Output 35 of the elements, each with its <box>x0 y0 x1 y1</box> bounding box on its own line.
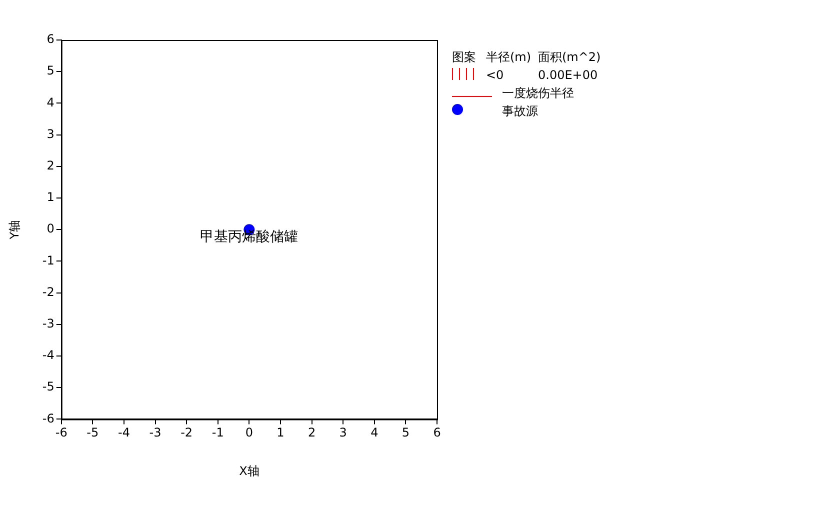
text: 0.00E+00 <box>538 68 599 82</box>
text: 面积(m^2) <box>538 48 602 66</box>
y-tick-label: -6 <box>42 411 54 426</box>
x-tick-label: 4 <box>370 426 378 440</box>
text: <0 <box>486 68 505 82</box>
x-tick-label: -1 <box>212 426 224 440</box>
x-tick-label: 5 <box>402 426 410 440</box>
text: 半径(m) <box>486 48 532 66</box>
y-tick-label: 0 <box>46 222 54 236</box>
x-tick-label: 1 <box>276 426 284 440</box>
y-tick-label: -4 <box>42 348 54 362</box>
y-tick-label: 6 <box>46 32 54 46</box>
y-tick-label: 1 <box>46 190 54 204</box>
y-axis-title: Y轴 <box>7 220 22 240</box>
y-tick-label: -3 <box>42 316 54 331</box>
x-axis-title: X轴 <box>239 464 260 478</box>
x-tick-label: -4 <box>118 426 130 440</box>
y-tick-label: -1 <box>42 253 54 268</box>
text: 图案 <box>452 48 477 66</box>
x-tick-label: 3 <box>339 426 347 440</box>
annotation: 甲基丙烯酸储罐 <box>200 229 298 246</box>
y-tick-label: -5 <box>42 380 54 394</box>
legend-label: 一度烧伤半径 <box>502 84 574 102</box>
x-tick-label: -3 <box>149 426 162 440</box>
x-tick-label: 2 <box>308 426 316 440</box>
text: 事故源 <box>502 102 538 120</box>
y-tick-label: 3 <box>46 126 54 141</box>
x-tick-label: 0 <box>245 426 254 440</box>
y-tick-label: 4 <box>46 95 54 110</box>
y-tick-label: 5 <box>46 64 54 78</box>
x-tick-label: -5 <box>86 426 99 440</box>
y-tick-label: -2 <box>42 284 54 299</box>
x-tick-label: 6 <box>433 426 441 440</box>
y-tick-label: 2 <box>46 158 54 173</box>
x-tick-label: -2 <box>180 426 193 440</box>
